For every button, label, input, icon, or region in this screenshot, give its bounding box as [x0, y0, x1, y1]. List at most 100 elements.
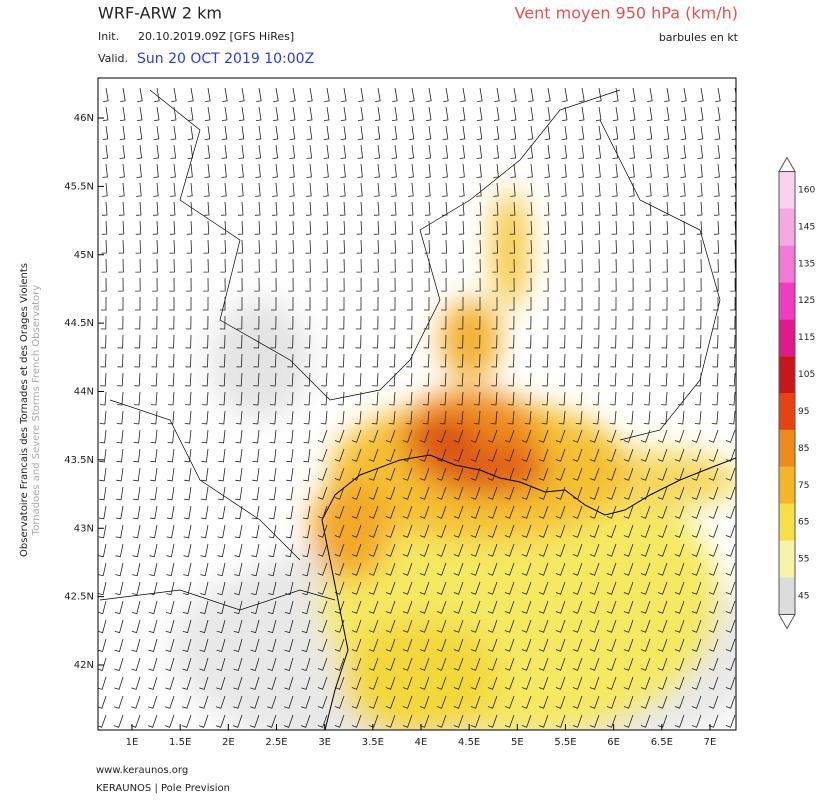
wind-barb: [490, 410, 498, 425]
wind-barb: [100, 372, 107, 387]
wind-barb: [674, 638, 685, 652]
wind-barb: [267, 676, 277, 690]
wind-barb: [201, 410, 209, 425]
wind-barb: [442, 125, 449, 140]
wind-barb: [117, 353, 124, 368]
wind-barb: [419, 657, 430, 671]
wind-barb: [657, 486, 668, 500]
wind-barb: [136, 125, 143, 140]
wind-barb: [237, 277, 243, 292]
lon-label: 5.5E: [554, 737, 576, 748]
wind-barb: [385, 619, 396, 633]
wind-barb: [136, 182, 142, 197]
wind-barb: [696, 201, 703, 216]
wind-barb: [185, 315, 192, 330]
wind-barb: [233, 657, 243, 672]
wind-barb: [334, 467, 345, 481]
wind-barb: [114, 638, 124, 652]
wind-barb: [391, 144, 398, 159]
wind-barb: [594, 258, 600, 273]
wind-barb: [149, 505, 158, 520]
wind-barb: [134, 372, 141, 387]
wind-barb: [725, 619, 736, 633]
wind-barb: [266, 695, 277, 709]
wind-barb: [713, 201, 720, 216]
wind-barb: [555, 448, 566, 462]
colorbar-bin: [779, 577, 795, 615]
wind-barb: [269, 391, 277, 406]
wind-barb: [419, 676, 430, 690]
wind-barb: [167, 486, 175, 501]
wind-barb: [406, 372, 413, 387]
wind-barb: [504, 505, 515, 519]
wind-barb: [527, 144, 534, 159]
wind-barb: [285, 505, 294, 520]
wind-barb: [351, 562, 362, 576]
wind-barb: [657, 524, 668, 538]
wind-barb: [640, 714, 651, 728]
wind-barb: [287, 315, 294, 330]
wind-barb: [697, 163, 703, 178]
footer-site: www.keraunos.org: [96, 765, 188, 776]
wind-barb: [253, 334, 260, 349]
wind-barb: [184, 391, 192, 406]
wind-barb: [408, 182, 414, 197]
wind-barb: [203, 297, 209, 311]
wind-barb: [558, 410, 566, 425]
wind-barb: [691, 638, 702, 652]
colorbar-bin: [779, 393, 795, 430]
wind-barb: [255, 125, 262, 140]
wind-barb: [640, 429, 651, 443]
wind-barb: [623, 486, 634, 500]
wind-barb: [493, 182, 499, 197]
wind-barb: [629, 144, 636, 159]
wind-barb: [526, 239, 533, 254]
wind-barb: [725, 695, 736, 709]
wind-barb: [200, 581, 209, 596]
wind-barb: [131, 619, 141, 634]
wind-barb: [695, 334, 702, 349]
wind-barb: [373, 201, 380, 216]
wind-barb: [402, 486, 413, 500]
wind-barb: [323, 144, 330, 159]
wind-barb: [251, 543, 260, 558]
wind-barb: [385, 657, 396, 671]
wind-barb: [612, 144, 619, 159]
lat-label: 42.5N: [64, 592, 94, 603]
wind-barb: [368, 619, 379, 633]
wind-barb: [119, 163, 125, 178]
wind-barb: [385, 524, 396, 538]
wind-barb: [521, 600, 532, 614]
wind-barb: [385, 543, 396, 557]
lat-label: 43.5N: [64, 455, 94, 466]
wind-barb: [302, 581, 311, 596]
wind-barb: [219, 315, 226, 330]
wind-barb: [436, 619, 447, 633]
wind-barb: [372, 315, 379, 330]
wind-barb: [623, 619, 634, 633]
wind-barb: [695, 353, 702, 368]
wind-barb: [100, 315, 107, 330]
wind-barb: [731, 163, 736, 178]
wind-barb: [351, 638, 362, 652]
colorbar-bin: [779, 171, 795, 209]
wind-barb: [521, 695, 532, 709]
wind-barb: [334, 657, 345, 671]
wind-barb: [320, 410, 328, 425]
wind-barb: [559, 334, 566, 349]
wind-barb: [589, 619, 600, 633]
wind-barb: [504, 429, 515, 443]
wind-barb: [541, 410, 549, 425]
wind-barb: [218, 467, 226, 482]
wind-barb: [98, 714, 107, 728]
wind-barb: [150, 486, 158, 501]
wind-barb: [456, 391, 464, 406]
wind-barb: [204, 163, 210, 178]
wind-barb: [235, 448, 243, 463]
wind-barb: [436, 562, 447, 576]
wind-barb: [715, 87, 721, 102]
wind-barb: [725, 581, 736, 595]
wind-barb: [402, 714, 413, 728]
wind-barb: [408, 144, 415, 159]
wind-barb: [317, 543, 328, 557]
